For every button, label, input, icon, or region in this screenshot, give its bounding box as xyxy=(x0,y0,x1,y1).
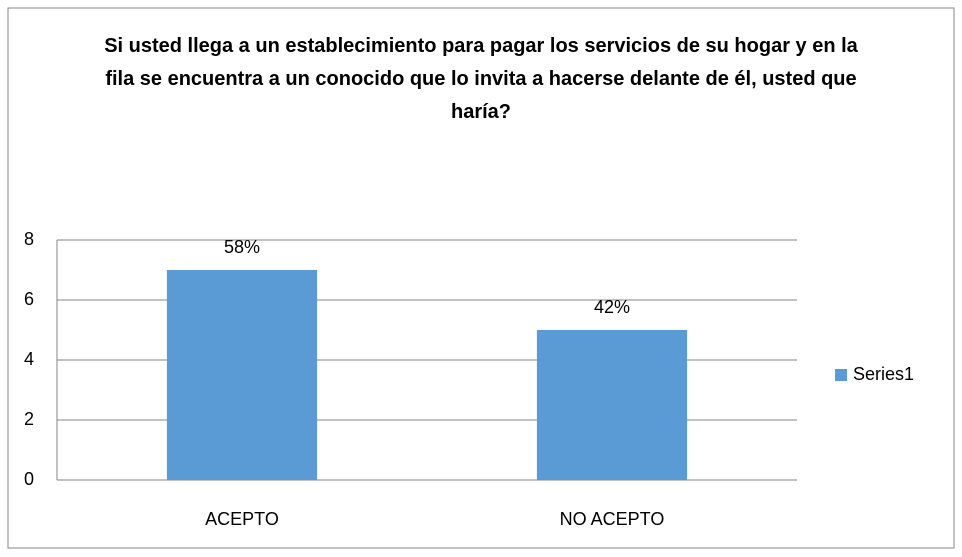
bar xyxy=(536,330,688,480)
bar xyxy=(166,270,318,480)
x-tick-label: ACEPTO xyxy=(205,509,279,529)
y-tick-label: 4 xyxy=(24,349,34,369)
y-tick-label: 2 xyxy=(24,409,34,429)
chart-title: Si usted llega a un establecimiento para… xyxy=(104,35,858,123)
y-tick-label: 6 xyxy=(24,289,34,309)
data-label: 42% xyxy=(594,297,630,317)
x-tick-label: NO ACEPTO xyxy=(560,509,665,529)
legend-swatch xyxy=(835,369,847,381)
legend-label: Series1 xyxy=(853,364,914,384)
y-tick-label: 0 xyxy=(24,469,34,489)
y-tick-label: 8 xyxy=(24,229,34,249)
data-label: 58% xyxy=(224,237,260,257)
chart-border xyxy=(7,7,955,549)
